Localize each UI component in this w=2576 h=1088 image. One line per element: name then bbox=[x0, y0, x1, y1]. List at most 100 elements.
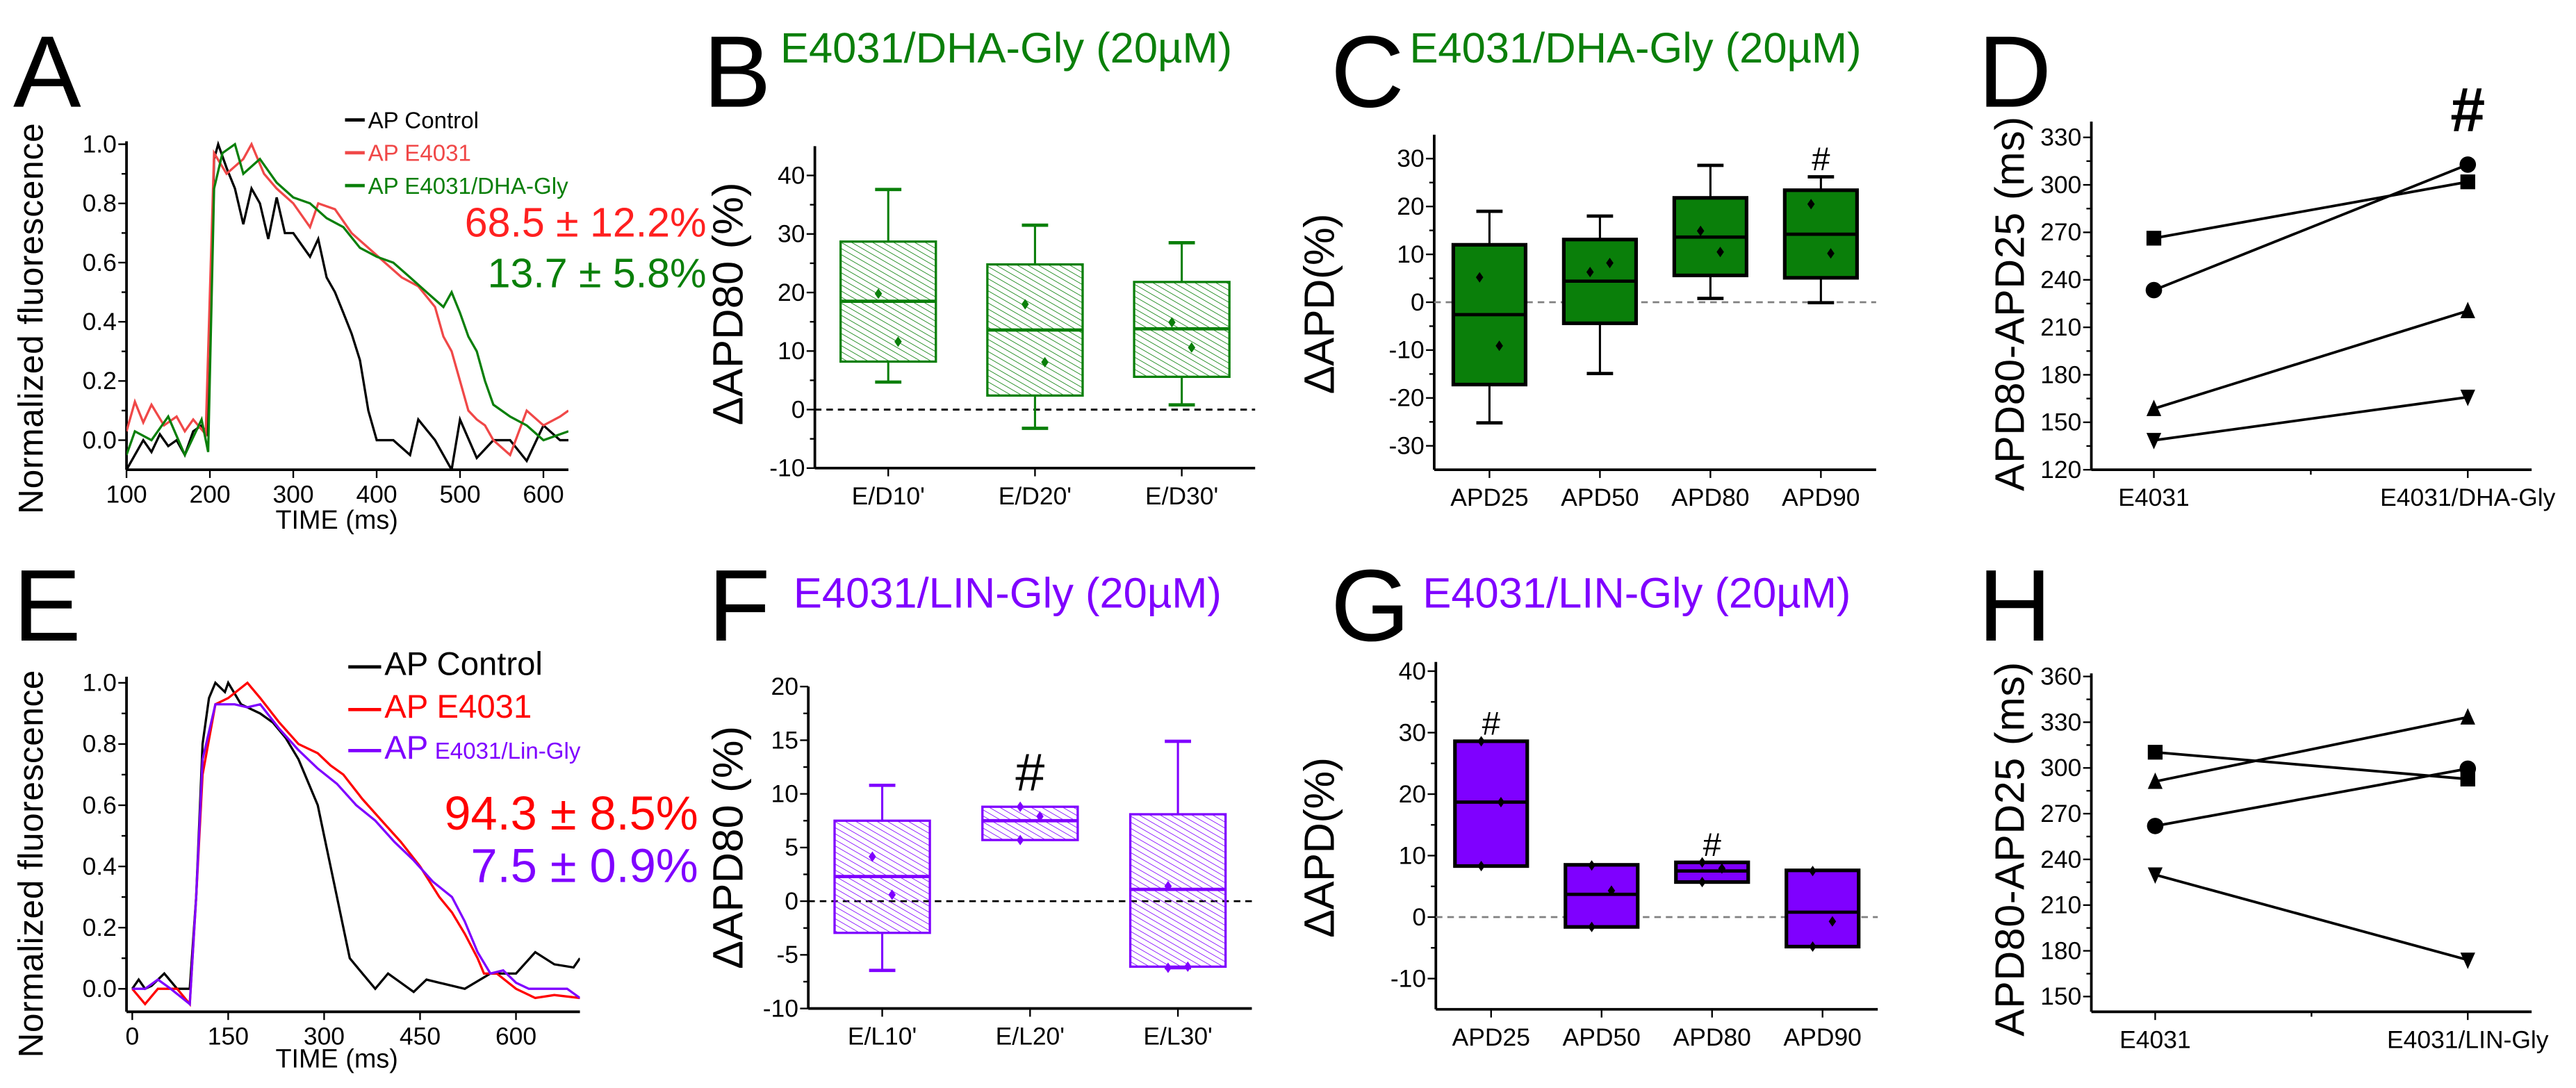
y-tick-label: 0.0 bbox=[83, 975, 117, 1003]
y-tick-label: 360 bbox=[2040, 663, 2081, 691]
panel-C: -30 -20 -10 0 10 20 30 ΔAPD(%) C E4031/DHA-Gly (2… bbox=[1296, 15, 1876, 511]
legend-label: AP E4031 bbox=[384, 689, 532, 725]
x-tick-label: E/L20' bbox=[996, 1023, 1065, 1050]
y-tick-label: -30 bbox=[1388, 432, 1424, 460]
paired-subject bbox=[2147, 708, 2475, 789]
data-point bbox=[1809, 941, 1816, 953]
y-tick-label: 0.8 bbox=[83, 730, 117, 758]
y-tick-label: 5 bbox=[785, 834, 798, 862]
x-tick-label: APD50 bbox=[1561, 484, 1639, 511]
data-point bbox=[1807, 199, 1815, 210]
percent-annotation: 7.5 ± 0.9% bbox=[471, 839, 698, 893]
y-tick-label: 15 bbox=[771, 726, 798, 754]
data-point bbox=[1588, 860, 1595, 871]
circle-marker bbox=[2145, 281, 2163, 299]
x-tick-label: E4031/DHA-Gly bbox=[2380, 484, 2555, 511]
circle-marker bbox=[2459, 156, 2477, 173]
box-plot: APD25 # bbox=[1452, 705, 1530, 1050]
legend-label: AP E4031/DHA-Gly bbox=[368, 174, 568, 199]
y-tick-label: 240 bbox=[2040, 266, 2081, 294]
y-tick-label: 330 bbox=[2040, 124, 2081, 151]
box-plot: E/L20' # bbox=[981, 744, 1079, 1050]
y-tick-label: 1.0 bbox=[83, 669, 117, 697]
box-iqr bbox=[981, 805, 1079, 841]
panel-letter: F bbox=[708, 549, 771, 663]
paired-line bbox=[2153, 180, 2468, 240]
y-tick-label: 300 bbox=[2040, 754, 2081, 782]
triangle-up-marker bbox=[2460, 302, 2475, 319]
panel-letter: G bbox=[1331, 549, 1410, 663]
significance-mark: # bbox=[2450, 76, 2485, 145]
y-tick-label: -10 bbox=[763, 994, 798, 1022]
y-axis-label: ΔAPD80 (%) bbox=[705, 182, 753, 425]
y-tick-label: 1.0 bbox=[83, 130, 117, 158]
box-plot: E/L10' bbox=[833, 783, 931, 1050]
x-tick-label: 300 bbox=[304, 1023, 345, 1050]
y-tick-label: 0 bbox=[785, 887, 798, 915]
x-tick-label: APD80 bbox=[1673, 1023, 1751, 1051]
data-point bbox=[894, 336, 902, 347]
panel-letter: H bbox=[1978, 549, 2051, 663]
paired-subject bbox=[2146, 174, 2475, 246]
y-tick-label: 240 bbox=[2040, 846, 2081, 873]
x-tick-label: E4031 bbox=[2119, 1025, 2191, 1053]
y-tick-label: 40 bbox=[1399, 657, 1426, 685]
square-marker bbox=[2146, 231, 2162, 246]
data-point bbox=[1497, 796, 1505, 808]
data-point bbox=[1698, 877, 1706, 888]
x-tick-label: 300 bbox=[272, 480, 313, 508]
y-tick-label: 10 bbox=[1399, 841, 1426, 869]
circle-marker bbox=[2459, 760, 2477, 777]
x-tick-label: E/L30' bbox=[1143, 1023, 1212, 1050]
y-tick-label: 0.6 bbox=[83, 249, 117, 277]
trace-line bbox=[126, 142, 569, 458]
square-marker bbox=[2460, 174, 2475, 190]
panel-letter: A bbox=[13, 15, 81, 129]
y-tick-label: 20 bbox=[771, 673, 798, 700]
box-plot: E/L30' bbox=[1129, 739, 1227, 1050]
data-point bbox=[1183, 961, 1192, 972]
x-tick-label: 150 bbox=[208, 1023, 249, 1050]
significance-mark: # bbox=[1015, 744, 1044, 802]
panel-title: E4031/LIN-Gly (20µM) bbox=[1422, 570, 1851, 618]
box-iqr bbox=[1785, 868, 1861, 949]
legend-label-main: AP E4031 bbox=[368, 141, 471, 167]
y-tick-label: 0.0 bbox=[83, 426, 117, 454]
paired-line bbox=[2153, 163, 2468, 292]
y-tick-label: 0.2 bbox=[83, 367, 117, 395]
y-tick-label: 330 bbox=[2040, 708, 2081, 736]
data-point bbox=[1586, 267, 1594, 278]
box-plot: APD80 # bbox=[1673, 827, 1751, 1051]
panel-B: -10 0 10 20 30 40 ΔAPD80 (%) B E4031/DHA-Gly (20… bbox=[703, 15, 1256, 510]
paired-subject bbox=[2146, 302, 2475, 416]
data-point bbox=[1475, 272, 1484, 283]
y-tick-label: 0.4 bbox=[83, 308, 117, 336]
box-plot: E/D30' bbox=[1133, 241, 1231, 510]
x-tick-label: APD80 bbox=[1671, 484, 1749, 511]
y-tick-label: 10 bbox=[771, 780, 798, 807]
x-tick-label: APD90 bbox=[1784, 1023, 1862, 1051]
x-tick-label: APD25 bbox=[1450, 484, 1528, 511]
panel-title: E4031/DHA-Gly (20µM) bbox=[1409, 24, 1861, 72]
box-plot: E/D10' bbox=[839, 188, 937, 510]
triangle-up-marker bbox=[2147, 772, 2163, 789]
panel-title: E4031/LIN-Gly (20µM) bbox=[794, 570, 1222, 618]
y-tick-label: 40 bbox=[778, 161, 805, 189]
y-tick-label: 180 bbox=[2040, 937, 2081, 964]
trace-line bbox=[126, 141, 569, 457]
triangle-down-marker bbox=[2460, 389, 2475, 406]
data-point bbox=[1164, 880, 1172, 892]
legend-label-main: AP Control bbox=[384, 646, 543, 683]
x-tick-label: 200 bbox=[189, 480, 230, 508]
box-plot: APD50 bbox=[1563, 860, 1641, 1051]
y-tick-label: 0.2 bbox=[83, 914, 117, 941]
x-axis-label: TIME (ms) bbox=[275, 506, 397, 535]
paired-line bbox=[2153, 309, 2468, 411]
data-point bbox=[1041, 356, 1049, 368]
y-tick-label: -10 bbox=[1388, 336, 1424, 364]
y-tick-label: 150 bbox=[2040, 982, 2081, 1010]
triangle-down-marker bbox=[2460, 953, 2475, 969]
x-tick-label: 500 bbox=[439, 480, 480, 508]
